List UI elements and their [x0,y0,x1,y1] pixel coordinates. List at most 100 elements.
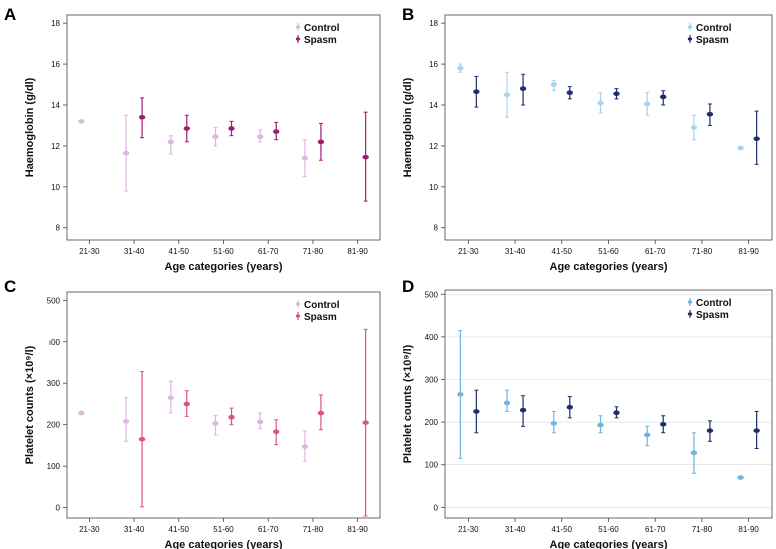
y-tick-label: 18 [429,19,438,28]
mean-marker [228,126,235,131]
mean-marker [566,404,573,410]
mean-marker [550,421,557,426]
panel-letter: B [402,5,414,24]
mean-marker [737,475,744,480]
x-axis-title: Age categories (years) [550,539,668,549]
x-tick-label: 41-50 [169,247,190,256]
x-tick-label: 71-80 [692,247,713,256]
y-axis-title: Haemoglobin (g/dl) [402,77,414,177]
x-tick-label: 31-40 [505,247,526,256]
mean-marker [519,86,527,91]
x-axis-title: Age categories (years) [165,261,283,273]
mean-marker [228,414,235,420]
x-tick-label: 31-40 [124,247,145,256]
y-tick-label: 16 [51,60,60,69]
series-spasm [138,328,369,517]
mean-marker [644,432,651,438]
mean-marker [183,126,190,131]
mean-marker [273,129,280,134]
x-tick-label: 21-30 [458,247,479,256]
mean-marker [660,421,667,427]
y-tick-label: 8 [56,224,61,233]
chart-panel-c: C 0 100 200 300 ı00 500 21-30 31-40 41-50 51-60 61-… [4,277,381,549]
mean-marker [212,421,219,426]
x-tick-label: 61-70 [258,525,279,534]
mean-marker [138,114,146,120]
y-tick-label: 10 [51,183,60,192]
legend-label: Control [304,300,340,311]
mean-marker [550,82,557,87]
y-axis-title: Haemoglobin (g/dl) [24,77,36,177]
y-tick-label: 100 [425,461,439,470]
mean-marker [597,100,604,106]
chart-panel-a: A 8 10 12 14 16 18 21-30 31-40 41-50 51-60 61-70 71-… [4,5,381,273]
mean-marker [753,136,760,142]
x-tick-label: 31-40 [505,525,526,534]
legend-label: Control [304,23,340,34]
y-tick-label: 16 [429,60,438,69]
mean-marker [122,419,130,424]
mean-marker [138,436,146,442]
mean-marker [257,419,264,425]
x-tick-label: 31-40 [124,525,145,534]
series-spasm [473,73,760,165]
mean-marker [613,410,620,416]
y-tick-label: 500 [425,290,439,299]
mean-marker [273,429,280,435]
plot-frame [444,14,773,241]
y-tick-label: 300 [47,379,61,388]
y-tick-label: 12 [51,142,60,151]
x-tick-label: 51-60 [213,525,234,534]
legend-label: Spasm [696,310,729,321]
x-tick-label: 81-90 [738,525,759,534]
y-tick-label: 0 [56,504,61,513]
y-tick-label: 8 [434,224,439,233]
mean-marker [660,94,667,100]
mean-marker [503,400,511,406]
legend-swatch-marker [687,312,693,316]
legend-swatch-marker [295,314,301,318]
chart-panel-d: D 0 100 200 300 400 500 21-30 31-40 41-50 51-60 61-… [402,277,773,549]
mean-marker [566,90,573,96]
y-tick-label: 400 [425,333,439,342]
legend-swatch-marker [687,25,693,29]
mean-marker [317,139,325,145]
mean-marker [301,444,309,449]
mean-marker [503,92,511,98]
mean-marker [167,395,174,401]
mean-marker [519,407,527,413]
x-tick-label: 61-70 [258,247,279,256]
x-tick-label: 21-30 [79,525,100,534]
legend-label: Control [696,298,732,309]
panel-letter: C [4,277,16,296]
mean-marker [457,65,464,71]
mean-marker [317,410,325,416]
panel-letter: A [4,5,16,24]
mean-marker [613,91,620,97]
legend-label: Control [696,23,732,34]
legend-label: Spasm [304,312,337,323]
mean-marker [78,410,85,416]
mean-marker [122,150,130,156]
legend-swatch-marker [687,300,693,304]
y-tick-label: 200 [425,418,439,427]
y-tick-label: 14 [429,101,438,110]
mean-marker [473,89,480,95]
x-tick-label: 51-60 [598,247,619,256]
x-tick-label: 41-50 [552,525,573,534]
x-tick-label: 51-60 [598,525,619,534]
mean-marker [183,401,190,407]
x-tick-label: 71-80 [303,247,324,256]
x-axis-title: Age categories (years) [165,539,283,549]
x-tick-label: 41-50 [169,525,190,534]
y-tick-label: ı00 [49,338,61,347]
x-tick-label: 81-90 [738,247,759,256]
x-tick-label: 61-70 [645,247,666,256]
y-tick-label: 18 [51,19,60,28]
y-axis-title: Platelet counts (×10⁹/l) [402,344,414,463]
x-tick-label: 21-30 [458,525,479,534]
x-tick-label: 41-50 [552,247,573,256]
x-tick-label: 81-90 [347,525,368,534]
